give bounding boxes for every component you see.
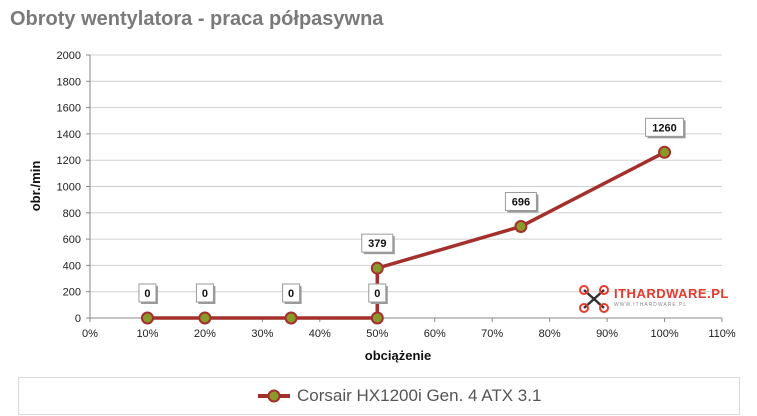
data-point bbox=[284, 311, 298, 325]
data-label-box bbox=[368, 283, 387, 303]
y-tick-label: 2000 bbox=[57, 50, 81, 62]
logo-text: ITHARDWARE.PL bbox=[614, 286, 729, 301]
x-tick-label: 90% bbox=[596, 328, 618, 340]
axes bbox=[86, 54, 723, 322]
data-label-box bbox=[504, 191, 537, 211]
y-tick-label: 1800 bbox=[57, 76, 81, 88]
legend-series-name: Corsair HX1200i Gen. 4 ATX 3.1 bbox=[297, 386, 542, 405]
legend-entry: Corsair HX1200i Gen. 4 ATX 3.1 bbox=[257, 384, 541, 408]
legend-series-swatch bbox=[258, 389, 290, 403]
y-axis-label: obr./min bbox=[28, 161, 43, 212]
data-label-box bbox=[645, 117, 685, 137]
data-label-box bbox=[138, 283, 157, 303]
data-label: 379 bbox=[368, 238, 386, 250]
ithardware-logo: ITHARDWARE.PL WWW.ITHARDWARE.PL bbox=[578, 284, 728, 314]
x-tick-label: 20% bbox=[194, 328, 216, 340]
x-tick-label: 50% bbox=[366, 328, 388, 340]
logo-mark-icon bbox=[579, 285, 609, 313]
chart-title: Obroty wentylatora - praca półpasywna bbox=[10, 8, 384, 30]
data-point bbox=[140, 311, 154, 325]
data-markers bbox=[140, 145, 672, 325]
x-axis-label: obciążenie bbox=[365, 348, 431, 363]
y-tick-label: 400 bbox=[63, 260, 81, 272]
data-label-box bbox=[361, 233, 394, 253]
grid-lines bbox=[90, 54, 722, 293]
y-tick-label: 0 bbox=[75, 313, 81, 325]
data-label: 0 bbox=[374, 288, 380, 300]
y-tick-label: 600 bbox=[63, 234, 81, 246]
data-label: 1260 bbox=[652, 122, 676, 134]
y-tick-label: 1200 bbox=[57, 155, 81, 167]
data-labels: 0 0 0 0 379 696 1260 bbox=[138, 117, 686, 304]
x-tick-label: 70% bbox=[481, 328, 503, 340]
data-label: 0 bbox=[288, 288, 294, 300]
x-tick-label: 110% bbox=[708, 328, 736, 340]
data-point bbox=[198, 311, 212, 325]
data-point bbox=[658, 145, 672, 159]
x-tick-label: 60% bbox=[424, 328, 446, 340]
data-point bbox=[370, 261, 384, 275]
tick-labels: 0 200 400 600 800 1000 1200 1400 1600 1800 2000 0% 1… bbox=[57, 50, 736, 340]
y-tick-label: 1000 bbox=[57, 182, 81, 194]
y-tick-label: 1400 bbox=[57, 129, 81, 141]
x-tick-label: 0% bbox=[82, 328, 98, 340]
data-label: 696 bbox=[512, 196, 530, 208]
x-tick-label: 100% bbox=[650, 328, 678, 340]
x-tick-label: 10% bbox=[136, 328, 158, 340]
data-label: 0 bbox=[144, 288, 150, 300]
data-point bbox=[370, 311, 384, 325]
y-tick-label: 1600 bbox=[57, 103, 81, 115]
data-point bbox=[514, 219, 528, 233]
legend: Corsair HX1200i Gen. 4 ATX 3.1 bbox=[18, 377, 740, 415]
x-tick-label: 40% bbox=[309, 328, 331, 340]
y-tick-label: 200 bbox=[63, 287, 81, 299]
y-tick-label: 800 bbox=[63, 208, 81, 220]
x-tick-label: 80% bbox=[539, 328, 561, 340]
x-tick-label: 30% bbox=[251, 328, 273, 340]
data-label: 0 bbox=[202, 288, 208, 300]
logo-subtext: WWW.ITHARDWARE.PL bbox=[614, 302, 688, 308]
data-label-box bbox=[195, 283, 214, 303]
data-label-box bbox=[282, 283, 301, 303]
